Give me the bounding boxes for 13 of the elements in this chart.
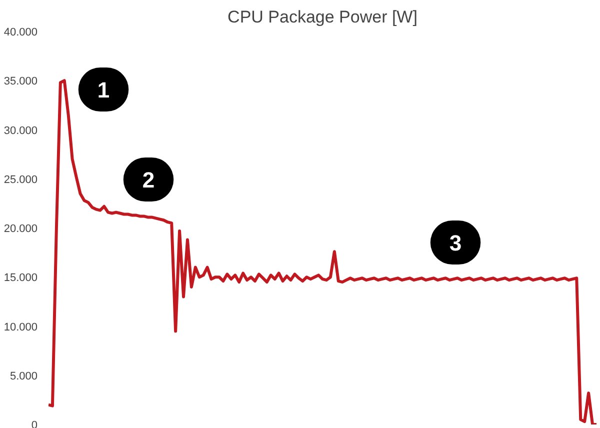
y-tick-label: 35.000	[4, 76, 38, 88]
annotation: 2	[142, 168, 155, 192]
y-tick-label: 20.000	[4, 223, 38, 235]
y-tick-label: 15.000	[4, 272, 38, 284]
line-series	[48, 79, 596, 424]
chart-title: CPU Package Power [W]	[228, 8, 418, 26]
y-tick-label: 30.000	[4, 124, 38, 137]
y-tick-label: 25.000	[4, 174, 38, 186]
y-tick-label: 40.000	[4, 26, 38, 38]
y-tick-label: 5.000	[10, 370, 38, 382]
annotation: 3	[449, 230, 462, 256]
y-tick-label: 10.000	[4, 321, 38, 334]
annotation: 1	[97, 78, 110, 102]
